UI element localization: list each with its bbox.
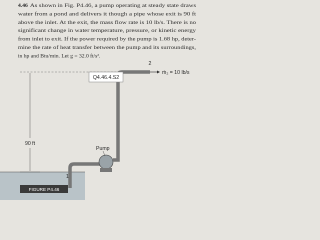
caption: FIGURE P4.46	[29, 187, 60, 192]
height-label: 90 ft	[25, 141, 36, 147]
text-line: As shown in Fig. P4.46, a pump operating…	[30, 3, 196, 9]
flow-label: ṁ₂ = 10 lb/s	[162, 70, 190, 76]
text-line: mine the rate of heat transfer between t…	[18, 44, 197, 51]
text-line: above the inlet. At the exit, the mass f…	[18, 19, 196, 26]
leader-line	[102, 150, 106, 157]
background	[0, 0, 200, 200]
pump-label: Pump	[96, 146, 110, 152]
page: 4.46 As shown in Fig. P4.46, a pump oper…	[0, 0, 200, 200]
inlet-label: 1	[66, 174, 69, 180]
tooltip-text: Q4.46.4.S2	[93, 75, 119, 81]
arrow-head	[157, 70, 160, 74]
text-line: significant change in water temperature,…	[18, 27, 196, 34]
pump-base	[100, 168, 112, 172]
inlet-pipe	[68, 162, 100, 188]
problem-text: 4.46 As shown in Fig. P4.46, a pump oper…	[18, 3, 197, 59]
caption-box	[20, 185, 68, 193]
problem-number: 4.46	[18, 3, 28, 9]
exit-label: 2	[149, 61, 152, 67]
pump	[98, 154, 114, 170]
text-line: from inlet to exit. If the power require…	[18, 36, 196, 43]
text-line: in hp and Btu/min. Let g = 32.0 ft/s².	[18, 52, 101, 59]
tooltip-box	[88, 71, 124, 83]
text-line: water from a pond and delivers it though…	[18, 10, 197, 17]
figure: 90 ft Pump 2 ṁ₂ = 10 lb/s 1 Q4.46.4.S2 F…	[0, 61, 190, 200]
